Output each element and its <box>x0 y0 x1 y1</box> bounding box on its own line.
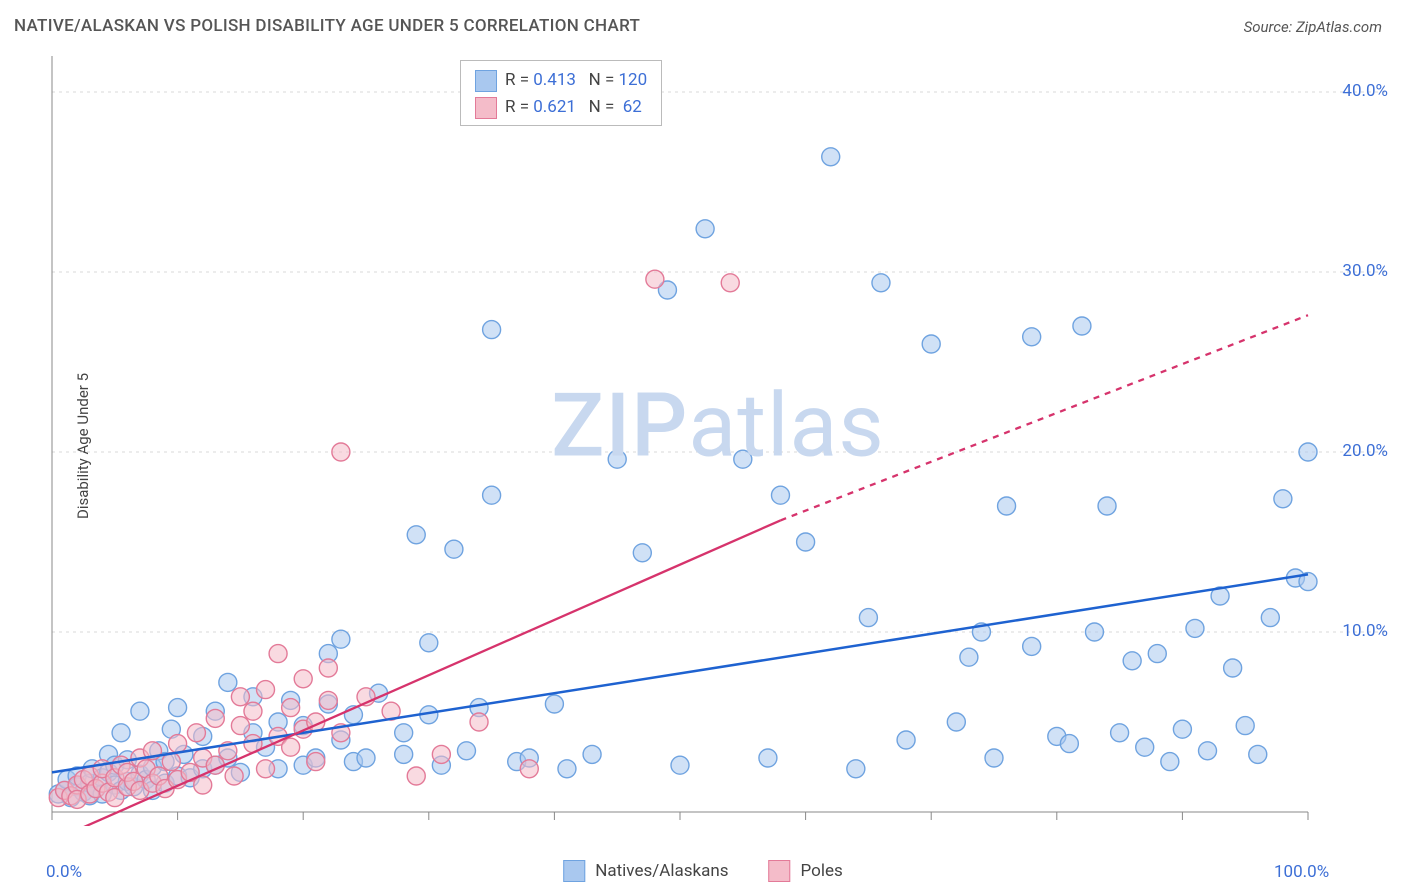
chart-title: NATIVE/ALASKAN VS POLISH DISABILITY AGE … <box>14 16 640 36</box>
legend-bottom-swatch-natives <box>563 860 585 882</box>
legend-item-poles: Poles <box>769 860 843 882</box>
y-tick-label: 20.0% <box>1342 441 1388 461</box>
y-tick-label: 40.0% <box>1342 81 1388 101</box>
correlation-legend: R = 0.413 N = 120 R = 0.621 N = 62 <box>460 60 662 126</box>
chart-svg <box>48 56 1388 826</box>
y-tick-label: 30.0% <box>1342 261 1388 281</box>
legend-stats-poles: R = 0.621 N = 62 <box>505 94 642 121</box>
legend-bottom-swatch-poles <box>769 860 791 882</box>
source-label: Source: ZipAtlas.com <box>1244 18 1382 36</box>
y-tick-label: 10.0% <box>1342 621 1388 641</box>
legend-swatch-poles <box>475 97 497 119</box>
scatter-plot: ZIPatlas <box>48 56 1388 826</box>
legend-stats-natives: R = 0.413 N = 120 <box>505 67 647 94</box>
x-axis-min-label: 0.0% <box>46 862 82 882</box>
legend-bottom-label-poles: Poles <box>801 861 843 881</box>
legend-row-natives: R = 0.413 N = 120 <box>475 67 647 94</box>
legend-item-natives: Natives/Alaskans <box>563 860 728 882</box>
series-legend: Natives/Alaskans Poles <box>563 860 843 882</box>
legend-bottom-label-natives: Natives/Alaskans <box>595 861 728 881</box>
x-axis-max-label: 100.0% <box>1274 862 1329 882</box>
legend-swatch-natives <box>475 70 497 92</box>
legend-row-poles: R = 0.621 N = 62 <box>475 94 647 121</box>
